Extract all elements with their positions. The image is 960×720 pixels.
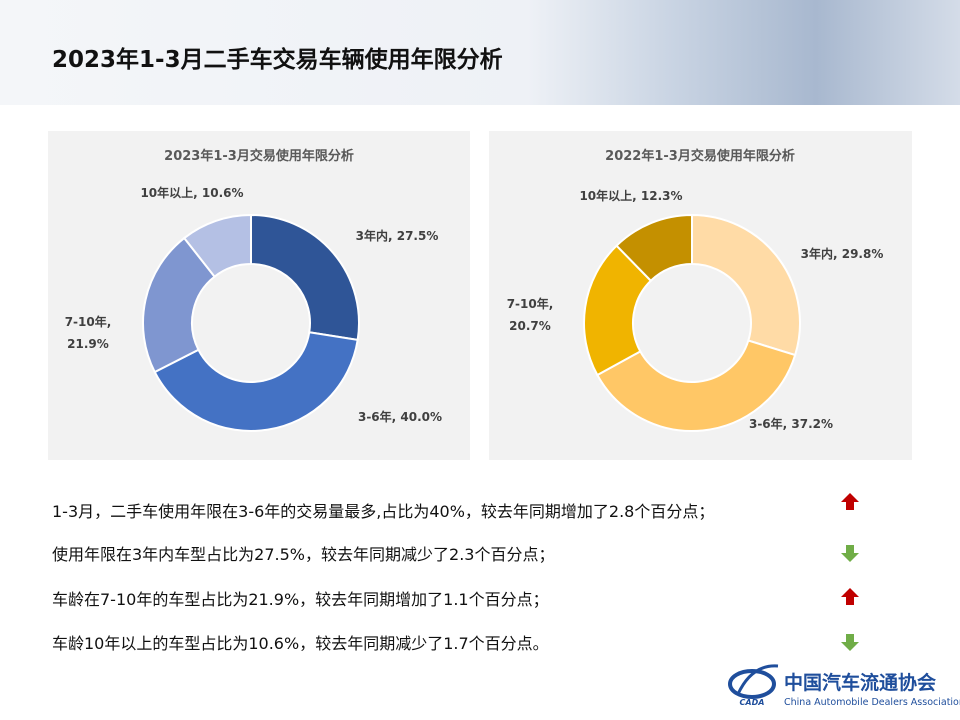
donut-slice bbox=[153, 331, 359, 432]
logo-name: 中国汽车流通协会 bbox=[784, 671, 936, 694]
data-label: 7-10年, 21.9% bbox=[64, 315, 112, 351]
summary-line: 车龄在7-10年的车型占比为21.9%，较去年同期增加了1.1个百分点； bbox=[52, 590, 549, 609]
donut-slice bbox=[182, 213, 252, 279]
donut-slice bbox=[615, 213, 693, 283]
header: 2023年1-3月二手车交易车辆使用年限分析 bbox=[0, 0, 960, 105]
data-label: 10年以上, 10.6% bbox=[140, 186, 244, 200]
up-arrow bbox=[841, 588, 859, 605]
chart-title: 2022年1-3月交易使用年限分析 bbox=[605, 148, 795, 164]
slide-title: 2023年1-3月二手车交易车辆使用年限分析 bbox=[52, 47, 503, 73]
data-label: 3年内, 27.5% bbox=[355, 229, 439, 243]
logo-mark: CADA bbox=[740, 698, 765, 707]
donut-slice bbox=[595, 339, 797, 432]
logo-ring bbox=[728, 669, 776, 699]
data-label: 10年以上, 12.3% bbox=[579, 189, 683, 203]
chart-title: 2023年1-3月交易使用年限分析 bbox=[164, 148, 354, 164]
donut-slice bbox=[142, 236, 216, 374]
up-arrow bbox=[841, 493, 859, 510]
donut-slice bbox=[691, 213, 801, 357]
donut-slice bbox=[583, 244, 653, 377]
donut-slice bbox=[250, 213, 360, 342]
data-label: 7-10年, 20.7% bbox=[506, 297, 554, 333]
data-label: 3-6年, 40.0% bbox=[357, 410, 443, 424]
down-arrow bbox=[841, 634, 859, 651]
data-label: 3年内, 29.8% bbox=[800, 247, 884, 261]
summary-line: 1-3月，二手车使用年限在3-6年的交易量最多,占比为40%，较去年同期增加了2… bbox=[52, 502, 715, 521]
summary-line: 车龄10年以上的车型占比为10.6%，较去年同期减少了1.7个百分点。 bbox=[52, 634, 549, 653]
down-arrow bbox=[841, 545, 859, 562]
logo-english: China Automobile Dealers Association bbox=[784, 697, 960, 708]
summary-line: 使用年限在3年内车型占比为27.5%，较去年同期减少了2.3个百分点； bbox=[52, 545, 555, 564]
logo-swoosh bbox=[736, 664, 779, 695]
data-label: 3-6年, 37.2% bbox=[748, 417, 834, 431]
